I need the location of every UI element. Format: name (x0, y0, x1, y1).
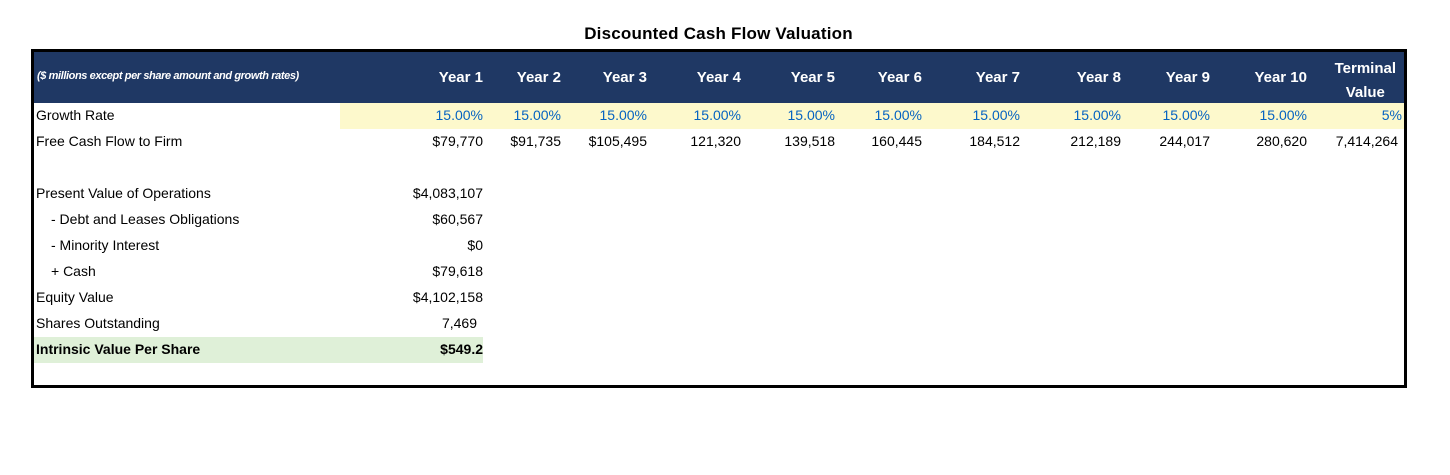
fcff-year-7[interactable]: 184,512 (969, 133, 1020, 149)
growth-rate-year-8[interactable]: 15.00% (1073, 107, 1121, 123)
col-header-year-6: Year 6 (877, 69, 922, 86)
minority-interest-label: - Minority Interest (51, 237, 160, 253)
units-note: ($ millions except per share amount and … (37, 70, 299, 82)
col-header-year-8: Year 8 (1076, 69, 1121, 86)
pv-operations-row: Present Value of Operations $4,083,107 (34, 181, 1404, 207)
shares-outstanding-value[interactable]: 7,469 (441, 315, 477, 331)
pv-operations-label: Present Value of Operations (36, 185, 211, 201)
growth-rate-label: Growth Rate (36, 107, 115, 123)
cash-label: + Cash (51, 263, 96, 279)
fcff-year-4[interactable]: 121,320 (690, 133, 741, 149)
col-header-year-3: Year 3 (602, 69, 647, 86)
minority-interest-row: - Minority Interest $0 (34, 233, 1404, 259)
equity-value-label: Equity Value (36, 289, 114, 305)
col-header-year-7: Year 7 (975, 69, 1020, 86)
dcf-table: ($ millions except per share amount and … (31, 49, 1407, 388)
growth-rate-row: Growth Rate 15.00% 15.00% 15.00% 15.00% … (34, 103, 1404, 129)
cash-value[interactable]: $79,618 (432, 263, 483, 279)
growth-rate-year-7[interactable]: 15.00% (972, 107, 1020, 123)
fcff-year-8[interactable]: 212,189 (1070, 133, 1121, 149)
col-header-year-9: Year 9 (1165, 69, 1210, 86)
growth-input-band (340, 103, 1404, 129)
col-header-terminal-value: Terminal Value (1334, 60, 1396, 101)
growth-rate-year-10[interactable]: 15.00% (1259, 107, 1307, 123)
page-title: Discounted Cash Flow Valuation (584, 24, 853, 43)
growth-rate-year-2[interactable]: 15.00% (513, 107, 561, 123)
growth-rate-year-5[interactable]: 15.00% (787, 107, 835, 123)
fcff-year-9[interactable]: 244,017 (1159, 133, 1210, 149)
cash-row: + Cash $79,618 (34, 259, 1404, 285)
intrinsic-value-value[interactable]: $549.2 (440, 341, 483, 357)
growth-rate-year-6[interactable]: 15.00% (874, 107, 922, 123)
growth-rate-year-4[interactable]: 15.00% (693, 107, 741, 123)
equity-value-row: Equity Value $4,102,158 (34, 285, 1404, 311)
fcff-year-10[interactable]: 280,620 (1256, 133, 1307, 149)
intrinsic-value-band (34, 337, 483, 363)
fcff-year-6[interactable]: 160,445 (871, 133, 922, 149)
growth-rate-terminal[interactable]: 5% (1381, 107, 1402, 123)
col-header-year-1: Year 1 (438, 69, 483, 86)
col-header-year-2: Year 2 (516, 69, 561, 86)
fcff-year-3[interactable]: $105,495 (588, 133, 647, 149)
fcff-terminal[interactable]: 7,414,264 (1335, 133, 1398, 149)
col-header-year-10: Year 10 (1254, 69, 1307, 86)
table-header: ($ millions except per share amount and … (34, 52, 1404, 103)
pv-operations-value[interactable]: $4,083,107 (412, 185, 483, 201)
shares-outstanding-label: Shares Outstanding (36, 315, 160, 331)
debt-leases-row: - Debt and Leases Obligations $60,567 (34, 207, 1404, 233)
shares-outstanding-row: Shares Outstanding 7,469 (34, 311, 1404, 337)
col-header-year-4: Year 4 (696, 69, 741, 86)
growth-rate-year-1[interactable]: 15.00% (435, 107, 483, 123)
fcff-year-2[interactable]: $91,735 (510, 133, 561, 149)
debt-leases-value[interactable]: $60,567 (432, 211, 483, 227)
equity-value-value[interactable]: $4,102,158 (412, 289, 483, 305)
fcff-year-1[interactable]: $79,770 (432, 133, 483, 149)
intrinsic-value-label: Intrinsic Value Per Share (36, 341, 201, 357)
fcff-row: Free Cash Flow to Firm $79,770 $91,735 $… (34, 129, 1404, 155)
growth-rate-year-9[interactable]: 15.00% (1162, 107, 1210, 123)
fcff-label: Free Cash Flow to Firm (36, 133, 183, 149)
growth-rate-year-3[interactable]: 15.00% (599, 107, 647, 123)
debt-leases-label: - Debt and Leases Obligations (51, 211, 240, 227)
intrinsic-value-row: Intrinsic Value Per Share $549.2 (34, 337, 1404, 363)
col-header-year-5: Year 5 (790, 69, 835, 86)
minority-interest-value[interactable]: $0 (467, 237, 483, 253)
fcff-year-5[interactable]: 139,518 (784, 133, 835, 149)
